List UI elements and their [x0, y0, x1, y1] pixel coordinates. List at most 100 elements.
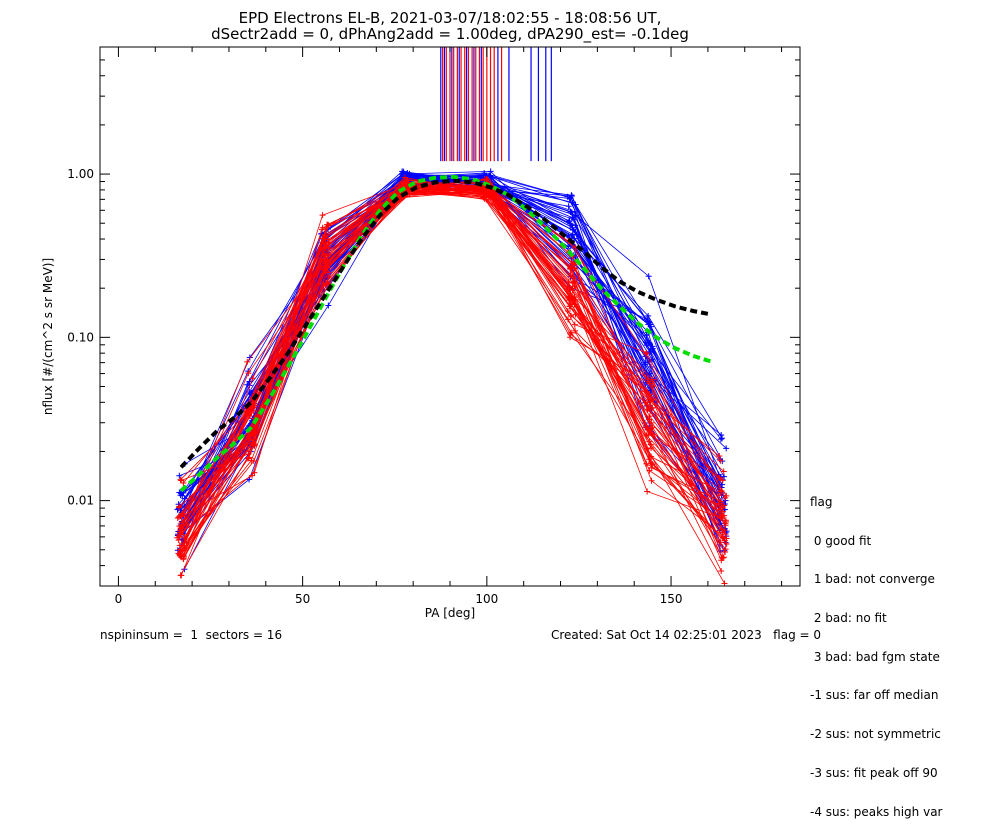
- blue-plus-marker-26-7: [717, 436, 724, 443]
- red-plus-marker-26-7: [716, 474, 723, 481]
- red-plus-marker-29-6: [647, 425, 654, 432]
- y-tick-label-1: 0.10: [67, 330, 94, 344]
- red-plus-marker-42-0: [178, 477, 185, 484]
- blue-plus-marker-12-5: [565, 203, 572, 210]
- red-plus-marker-43-5: [567, 334, 574, 341]
- red-plus-marker-37-0: [176, 542, 183, 549]
- red-plus-marker-38-6: [648, 419, 655, 426]
- flag-legend: flag 0 good fit 1 bad: not converge 2 ba…: [810, 470, 942, 831]
- blue-plus-marker-39-6: [647, 348, 654, 355]
- red-plus-marker-42-7: [723, 492, 730, 499]
- chart-title-line1: EPD Electrons EL-B, 2021-03-07/18:02:55 …: [238, 9, 662, 27]
- red-plus-marker-21-5: [565, 297, 572, 304]
- x-tick-label-50: 50: [295, 592, 310, 606]
- red-plus-marker-44-2: [321, 258, 328, 265]
- red-plus-marker-40-6: [644, 445, 651, 452]
- data-lines-group: [174, 47, 730, 586]
- legend-title: flag: [810, 494, 833, 509]
- red-plus-marker-40-1: [245, 370, 252, 377]
- legend-item-3: 3 bad: bad fgm state: [810, 649, 940, 664]
- red-plus-marker-41-0: [175, 537, 182, 544]
- red-plus-marker-41-6: [646, 438, 653, 445]
- red-plus-marker-43-6: [646, 380, 653, 387]
- red-plus-marker-32-7: [717, 457, 724, 464]
- red-plus-marker-29-0: [176, 503, 183, 510]
- red-plus-marker-4-1: [249, 375, 256, 382]
- x-tick-label-0: 0: [115, 592, 123, 606]
- plot-area: 0 50 100 150 0.01 0.10 1.00 PA [deg] nflux [#/(c…: [41, 46, 801, 620]
- red-plus-marker-34-2: [322, 267, 329, 274]
- green-median-dashed-line: [179, 174, 713, 493]
- red-plus-marker-19-2: [319, 212, 326, 219]
- red-plus-marker-24-7: [720, 468, 727, 475]
- blue-spectrum-line-38: [183, 177, 722, 543]
- red-plus-marker-43-0: [176, 551, 183, 558]
- black-median-dashed-line: [179, 178, 712, 469]
- red-plus-marker-41-3: [403, 176, 410, 183]
- red-plus-marker-44-1: [244, 358, 251, 365]
- red-plus-marker-38-7: [715, 492, 722, 499]
- blue-plus-marker-35-6: [644, 315, 651, 322]
- footer-left: nspininsum = 1 sectors = 16: [100, 628, 283, 642]
- red-plus-marker-43-7: [718, 515, 725, 522]
- red-plus-marker-40-7: [721, 580, 728, 586]
- red-plus-marker-29-7: [718, 567, 725, 574]
- blue-spectrum-line-5: [181, 173, 720, 525]
- red-plus-marker-42-4: [480, 190, 487, 197]
- red-spectrum-line-43: [179, 185, 722, 556]
- red-plus-marker-38-2: [325, 245, 332, 252]
- red-plus-marker-37-1: [244, 441, 251, 448]
- red-plus-marker-31-7: [723, 540, 730, 547]
- red-plus-marker-37-7: [723, 518, 730, 525]
- red-spectrum-line-0: [181, 186, 721, 535]
- red-plus-marker-34-6: [644, 401, 651, 408]
- blue-plus-marker-14-6: [645, 273, 652, 280]
- red-plus-marker-17-6: [642, 350, 649, 357]
- red-plus-marker-8-6: [648, 477, 655, 484]
- red-plus-marker-26-1: [246, 454, 253, 461]
- red-plus-marker-37-5: [567, 265, 574, 272]
- red-plus-marker-31-1: [250, 458, 257, 465]
- red-plus-marker-12-0: [177, 572, 184, 579]
- red-plus-marker-1-7: [722, 546, 729, 553]
- red-plus-marker-27-1: [250, 404, 257, 411]
- red-spectrum-line-29: [178, 185, 722, 572]
- red-plus-marker-42-2: [319, 224, 326, 231]
- legend-item-5: -2 sus: not symmetric: [810, 727, 941, 742]
- blue-plus-marker-42-0: [179, 492, 186, 499]
- red-plus-marker-35-5: [568, 312, 575, 319]
- red-plus-marker-6-0: [174, 515, 181, 522]
- blue-plus-marker-40-5: [569, 214, 576, 221]
- red-spectrum-line-6: [177, 179, 723, 519]
- red-spectrum-line-34: [183, 190, 723, 558]
- red-plus-marker-42-5: [566, 303, 573, 310]
- legend-item-2: 2 bad: no fit: [810, 610, 887, 625]
- y-tick-label-2: 1.00: [67, 167, 94, 181]
- red-plus-marker-23-6: [643, 349, 650, 356]
- red-plus-marker-34-0: [180, 553, 187, 560]
- red-spectrum-line-44: [179, 186, 724, 539]
- blue-plus-marker-44-5: [566, 195, 573, 202]
- red-plus-marker-36-4: [481, 176, 488, 183]
- red-plus-marker-42-6: [649, 378, 656, 385]
- red-plus-marker-43-2: [325, 274, 332, 281]
- blue-spectrum-line-21: [184, 173, 721, 531]
- red-plus-marker-13-7: [719, 477, 726, 484]
- red-plus-marker-18-7: [719, 504, 726, 511]
- red-plus-marker-12-6: [646, 413, 653, 420]
- red-plus-marker-21-2: [325, 236, 332, 243]
- red-spectrum-line-24: [178, 184, 724, 508]
- red-plus-marker-27-7: [721, 512, 728, 519]
- red-spectrum-line-42: [181, 193, 727, 497]
- red-plus-marker-25-6: [644, 488, 651, 495]
- chart-title-line2: dSectr2add = 0, dPhAng2add = 1.00deg, dP…: [211, 25, 689, 43]
- x-tick-label-150: 150: [660, 592, 683, 606]
- red-plus-marker-39-7: [718, 498, 725, 505]
- red-plus-marker-9-1: [251, 469, 258, 476]
- red-plus-marker-31-5: [564, 316, 571, 323]
- blue-plus-marker-27-3: [399, 168, 406, 175]
- red-plus-marker-35-7: [718, 554, 725, 561]
- legend-item-6: -3 sus: fit peak off 90: [810, 765, 938, 780]
- red-plus-marker-42-1: [245, 450, 252, 457]
- red-plus-marker-11-7: [716, 453, 723, 460]
